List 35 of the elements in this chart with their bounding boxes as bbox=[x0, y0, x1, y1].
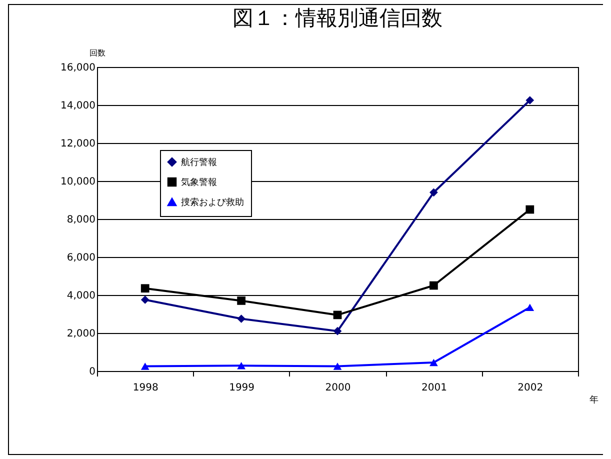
x-tick-label: 2001 bbox=[421, 382, 447, 394]
point bbox=[526, 96, 534, 104]
y-tick-label: 6,000 bbox=[66, 252, 96, 264]
y-tick-label: 0 bbox=[89, 366, 96, 378]
point bbox=[333, 326, 342, 336]
point bbox=[333, 362, 342, 370]
legend-label: 気象警報 bbox=[181, 177, 217, 188]
point bbox=[526, 205, 534, 214]
point bbox=[140, 284, 150, 293]
y-axis-title: 回数 bbox=[90, 48, 106, 58]
y-tick-label: 16,000 bbox=[60, 62, 96, 74]
y-tick-label: 12,000 bbox=[60, 138, 96, 150]
point bbox=[237, 362, 246, 370]
y-tick-label: 10,000 bbox=[60, 176, 96, 188]
legend-label: 捜索および救助 bbox=[181, 197, 244, 208]
legend-label: 航行警報 bbox=[181, 157, 217, 168]
y-tick-label: 4,000 bbox=[66, 290, 96, 302]
x-tick-label: 1999 bbox=[229, 382, 255, 394]
point bbox=[140, 362, 150, 370]
y-tick-label: 2,000 bbox=[66, 328, 96, 340]
point bbox=[430, 358, 438, 366]
point bbox=[333, 310, 342, 320]
x-tick-label: 1998 bbox=[132, 382, 158, 394]
point bbox=[237, 296, 246, 305]
point bbox=[430, 281, 438, 290]
point bbox=[526, 304, 534, 311]
x-axis-title: 年 bbox=[590, 394, 598, 406]
point bbox=[430, 188, 438, 197]
y-tick-label: 14,000 bbox=[60, 100, 96, 112]
point bbox=[140, 296, 150, 304]
y-tick-label: 8,000 bbox=[66, 214, 96, 226]
x-tick-label: 2000 bbox=[325, 382, 351, 394]
point bbox=[237, 314, 246, 323]
chart-title: 図１：情報別通信回数 bbox=[232, 6, 442, 30]
x-tick-label: 2002 bbox=[518, 382, 544, 394]
